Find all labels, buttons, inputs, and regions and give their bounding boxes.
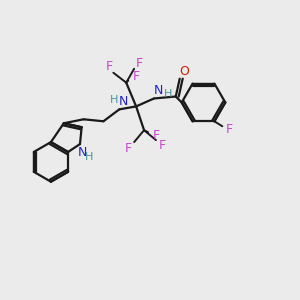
Text: F: F: [136, 57, 143, 70]
Text: F: F: [226, 123, 233, 136]
Text: H: H: [85, 152, 93, 162]
Text: N: N: [77, 146, 87, 160]
Text: H: H: [164, 88, 172, 98]
Text: N: N: [118, 95, 128, 108]
Text: N: N: [154, 84, 164, 97]
Text: H: H: [110, 95, 118, 106]
Text: F: F: [133, 70, 140, 83]
Text: F: F: [106, 60, 113, 73]
Text: F: F: [152, 129, 160, 142]
Text: F: F: [124, 142, 132, 154]
Text: F: F: [158, 139, 166, 152]
Text: O: O: [180, 65, 190, 78]
